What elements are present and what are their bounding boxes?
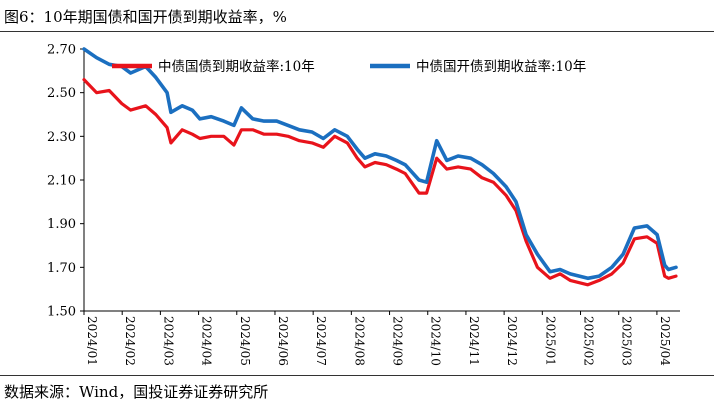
y-tick-label: 2.50 (47, 86, 76, 101)
x-tick-label: 2024/12 (505, 316, 519, 366)
legend-label-1: 中债国债到期收益率:10年 (158, 58, 315, 75)
x-tick-label: 2025/04 (658, 316, 672, 366)
source-note: 数据来源：Wind，国投证券证券研究所 (4, 383, 269, 401)
x-tick-label: 2024/08 (352, 316, 366, 366)
top-rule (0, 31, 714, 32)
x-tick-label: 2024/09 (391, 316, 405, 366)
legend-item-2: 中债国开债到期收益率:10年 (370, 58, 586, 75)
x-tick-label: 2024/11 (467, 316, 481, 366)
x-tick-label: 2025/01 (543, 316, 557, 366)
legend-label-2: 中债国开债到期收益率:10年 (416, 58, 586, 75)
x-tick-label: 2024/05 (238, 316, 252, 366)
series-line-2 (82, 47, 678, 281)
y-tick-label: 1.70 (47, 261, 76, 276)
chart-legend: 中债国债到期收益率:10年 中债国开债到期收益率:10年 (112, 58, 586, 75)
x-tick-label: 2024/04 (200, 316, 214, 366)
x-tick-label: 2025/02 (582, 316, 596, 366)
y-tick-label: 2.70 (47, 43, 76, 58)
figure-title: 图6：10年期国债和国开债到期收益率，% (4, 8, 287, 26)
x-tick-label: 2024/02 (123, 316, 137, 366)
chart-lines (82, 47, 678, 287)
y-tick-label: 2.10 (47, 174, 76, 189)
x-tick-label: 2024/06 (276, 316, 290, 366)
x-tick-label: 2024/01 (85, 316, 99, 366)
x-tick-label: 2024/10 (429, 316, 443, 366)
legend-item-1: 中债国债到期收益率:10年 (112, 58, 315, 75)
y-tick-label: 1.50 (47, 305, 76, 320)
y-tick-label: 2.30 (47, 130, 76, 145)
x-tick-label: 2025/03 (620, 316, 634, 366)
x-tick-label: 2024/03 (161, 316, 175, 366)
x-tick-label: 2024/07 (314, 316, 328, 366)
bottom-rule (0, 375, 714, 376)
chart-axes: 2.70 2.50 2.30 2.10 1.90 1.70 1.50 2024/01 2024/… (47, 43, 680, 366)
y-tick-label: 1.90 (47, 217, 76, 232)
series-line-1 (82, 77, 678, 287)
